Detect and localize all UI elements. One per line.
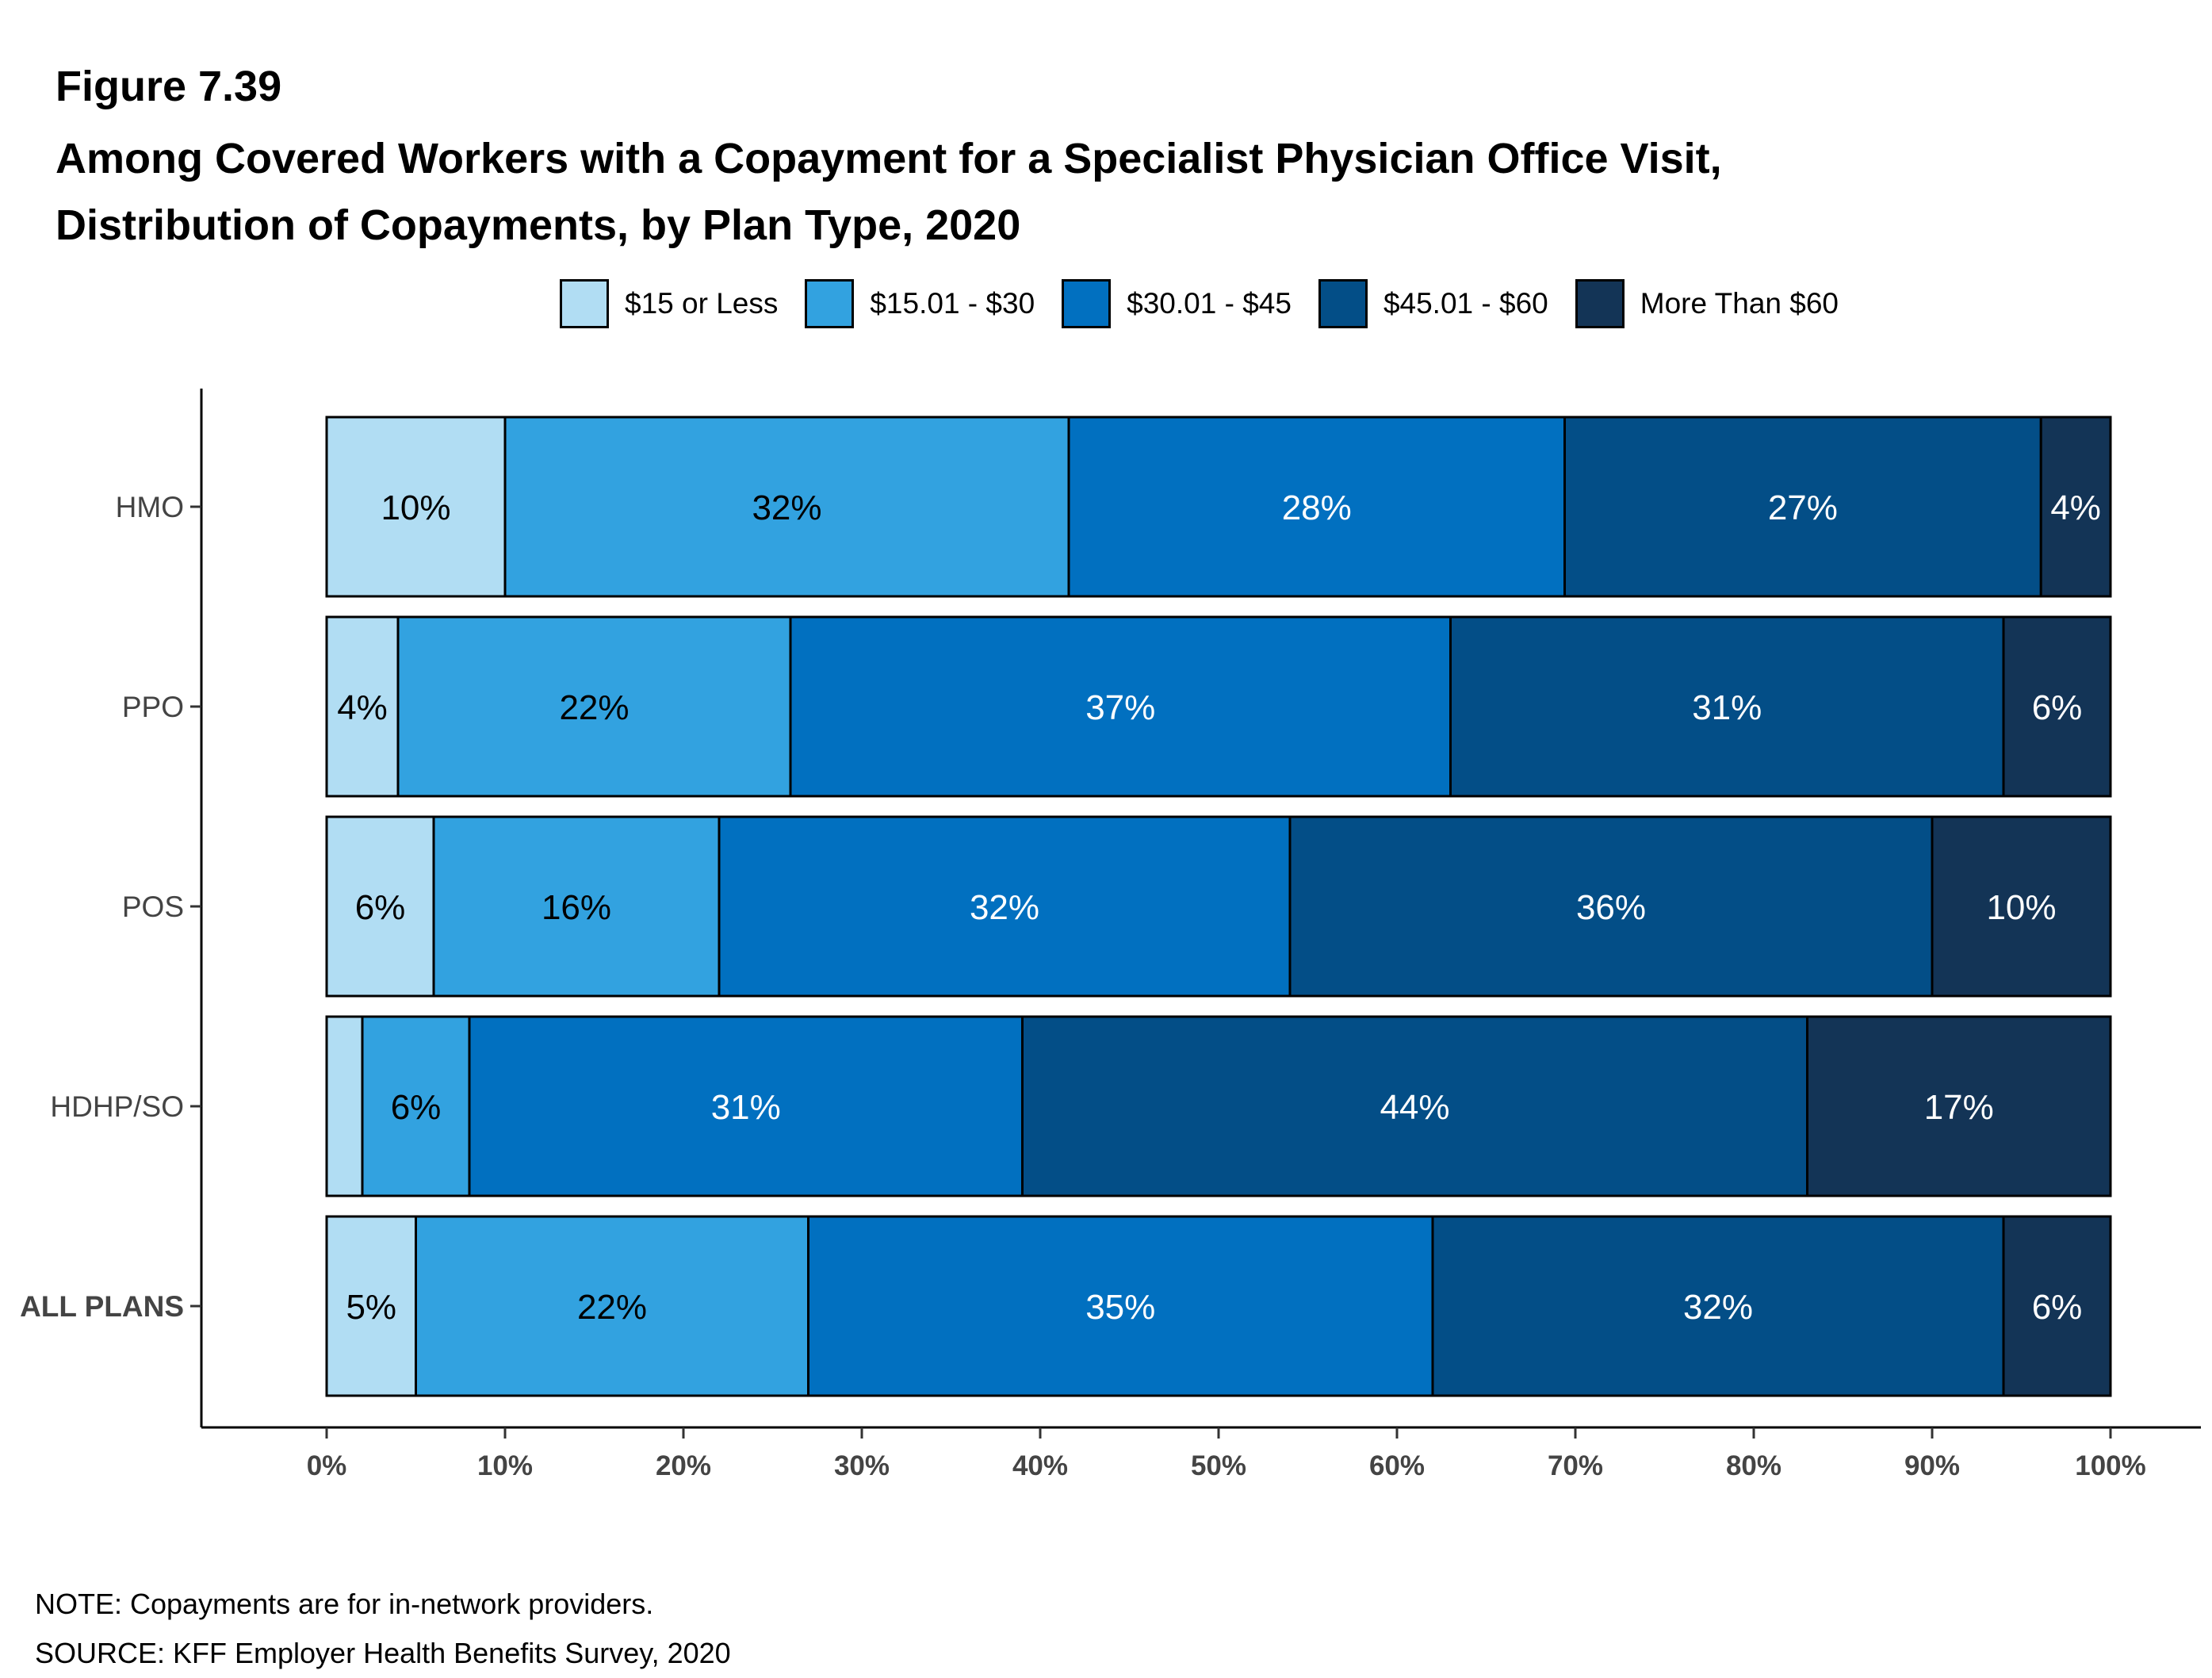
data-label: 28% bbox=[1282, 488, 1352, 527]
data-label: 32% bbox=[1683, 1288, 1753, 1327]
bar-segment bbox=[2039, 416, 2112, 598]
x-tick-label: 10% bbox=[477, 1450, 533, 1481]
title-line-1: Among Covered Workers with a Copayment f… bbox=[55, 135, 1722, 182]
data-label: 4% bbox=[2050, 488, 2101, 527]
legend-swatch bbox=[1575, 279, 1625, 328]
data-label: 10% bbox=[1986, 888, 2056, 927]
data-label: 6% bbox=[2032, 688, 2083, 727]
data-label: 31% bbox=[1692, 688, 1762, 727]
bar-segment bbox=[1806, 1015, 2112, 1197]
stacked-bar-chart: HMO 10% 32% 28% 27% 4% PPO 4% 22% 37% 31% 6% POS 6% 16… bbox=[20, 389, 2201, 1481]
x-tick-label: 0% bbox=[307, 1450, 347, 1481]
legend-label: $15.01 - $30 bbox=[870, 287, 1035, 320]
data-label: 37% bbox=[1085, 688, 1155, 727]
bar-segment bbox=[325, 416, 507, 598]
legend-swatch bbox=[805, 279, 855, 328]
y-tick-label: HDHP/SO bbox=[50, 1090, 184, 1123]
data-label: 16% bbox=[542, 888, 611, 927]
data-label: 22% bbox=[559, 688, 629, 727]
x-tick-label: 30% bbox=[834, 1450, 890, 1481]
legend-label: $30.01 - $45 bbox=[1127, 287, 1292, 320]
bar-segment bbox=[1288, 815, 1934, 998]
data-label: 27% bbox=[1768, 488, 1838, 527]
bar-segment bbox=[468, 1015, 1024, 1197]
legend-item: $45.01 - $60 bbox=[1318, 279, 1548, 328]
legend-swatch bbox=[560, 279, 609, 328]
x-tick-label: 40% bbox=[1012, 1450, 1068, 1481]
bar-segment bbox=[1431, 1215, 2005, 1397]
bar-segment bbox=[325, 1015, 364, 1197]
note-text: NOTE: Copayments are for in-network prov… bbox=[35, 1588, 654, 1620]
legend-item: $15.01 - $30 bbox=[805, 279, 1035, 328]
bar-segment bbox=[1931, 815, 2112, 998]
x-tick-label: 90% bbox=[1904, 1450, 1960, 1481]
data-label: 10% bbox=[381, 488, 450, 527]
bar-segment bbox=[2002, 1215, 2112, 1397]
data-label: 17% bbox=[1924, 1088, 1994, 1127]
figure-label: Figure 7.39 bbox=[55, 63, 282, 110]
x-tick-label: 80% bbox=[1726, 1450, 1781, 1481]
bar-segment bbox=[503, 416, 1070, 598]
bar-segment bbox=[432, 815, 721, 998]
bar-segment bbox=[1449, 615, 2005, 798]
y-tick-label: PPO bbox=[122, 691, 184, 723]
bar-segment bbox=[325, 615, 400, 798]
legend-label: $45.01 - $60 bbox=[1383, 287, 1548, 320]
bar-segment bbox=[1067, 416, 1566, 598]
data-label: 5% bbox=[346, 1288, 396, 1327]
data-label: 6% bbox=[355, 888, 406, 927]
y-tick-label: ALL PLANS bbox=[20, 1290, 184, 1323]
bar-segment bbox=[396, 615, 792, 798]
legend-label: $15 or Less bbox=[625, 287, 779, 320]
chart-legend: $15 or Less $15.01 - $30 $30.01 - $45 $45.0… bbox=[560, 278, 1866, 330]
data-label: 6% bbox=[2032, 1288, 2083, 1327]
data-label: 44% bbox=[1380, 1088, 1449, 1127]
data-label: 35% bbox=[1085, 1288, 1155, 1327]
bar-segment bbox=[1021, 1015, 1808, 1197]
x-tick-label: 50% bbox=[1191, 1450, 1246, 1481]
data-label: 6% bbox=[391, 1088, 442, 1127]
x-tick-label: 70% bbox=[1548, 1450, 1603, 1481]
bar-segment bbox=[361, 1015, 471, 1197]
data-label: 4% bbox=[337, 688, 388, 727]
y-tick-label: HMO bbox=[116, 491, 184, 523]
legend-swatch bbox=[1318, 279, 1368, 328]
chart-title: Among Covered Workers with a Copayment f… bbox=[55, 125, 2117, 259]
x-tick-label: 20% bbox=[656, 1450, 711, 1481]
legend-swatch bbox=[1062, 279, 1112, 328]
legend-label: More Than $60 bbox=[1640, 287, 1839, 320]
legend-item: More Than $60 bbox=[1575, 279, 1839, 328]
source-text: SOURCE: KFF Employer Health Benefits Sur… bbox=[35, 1637, 731, 1669]
bar-segment bbox=[325, 815, 435, 998]
bar-segment bbox=[1563, 416, 2042, 598]
data-label: 22% bbox=[577, 1288, 647, 1327]
legend-item: $15 or Less bbox=[560, 279, 778, 328]
bar-segment bbox=[718, 815, 1292, 998]
data-label: 32% bbox=[752, 488, 821, 527]
x-tick-label: 100% bbox=[2075, 1450, 2146, 1481]
data-label: 32% bbox=[970, 888, 1039, 927]
legend-item: $30.01 - $45 bbox=[1062, 279, 1292, 328]
data-label: 36% bbox=[1576, 888, 1646, 927]
x-tick-label: 60% bbox=[1369, 1450, 1425, 1481]
chart-notes: NOTE: Copayments are for in-network prov… bbox=[35, 1580, 731, 1678]
data-label: 31% bbox=[711, 1088, 781, 1127]
bar-segment bbox=[2002, 615, 2112, 798]
bar-segment bbox=[415, 1215, 809, 1397]
y-tick-label: POS bbox=[122, 891, 184, 923]
title-line-2: Distribution of Copayments, by Plan Type… bbox=[55, 201, 1021, 249]
